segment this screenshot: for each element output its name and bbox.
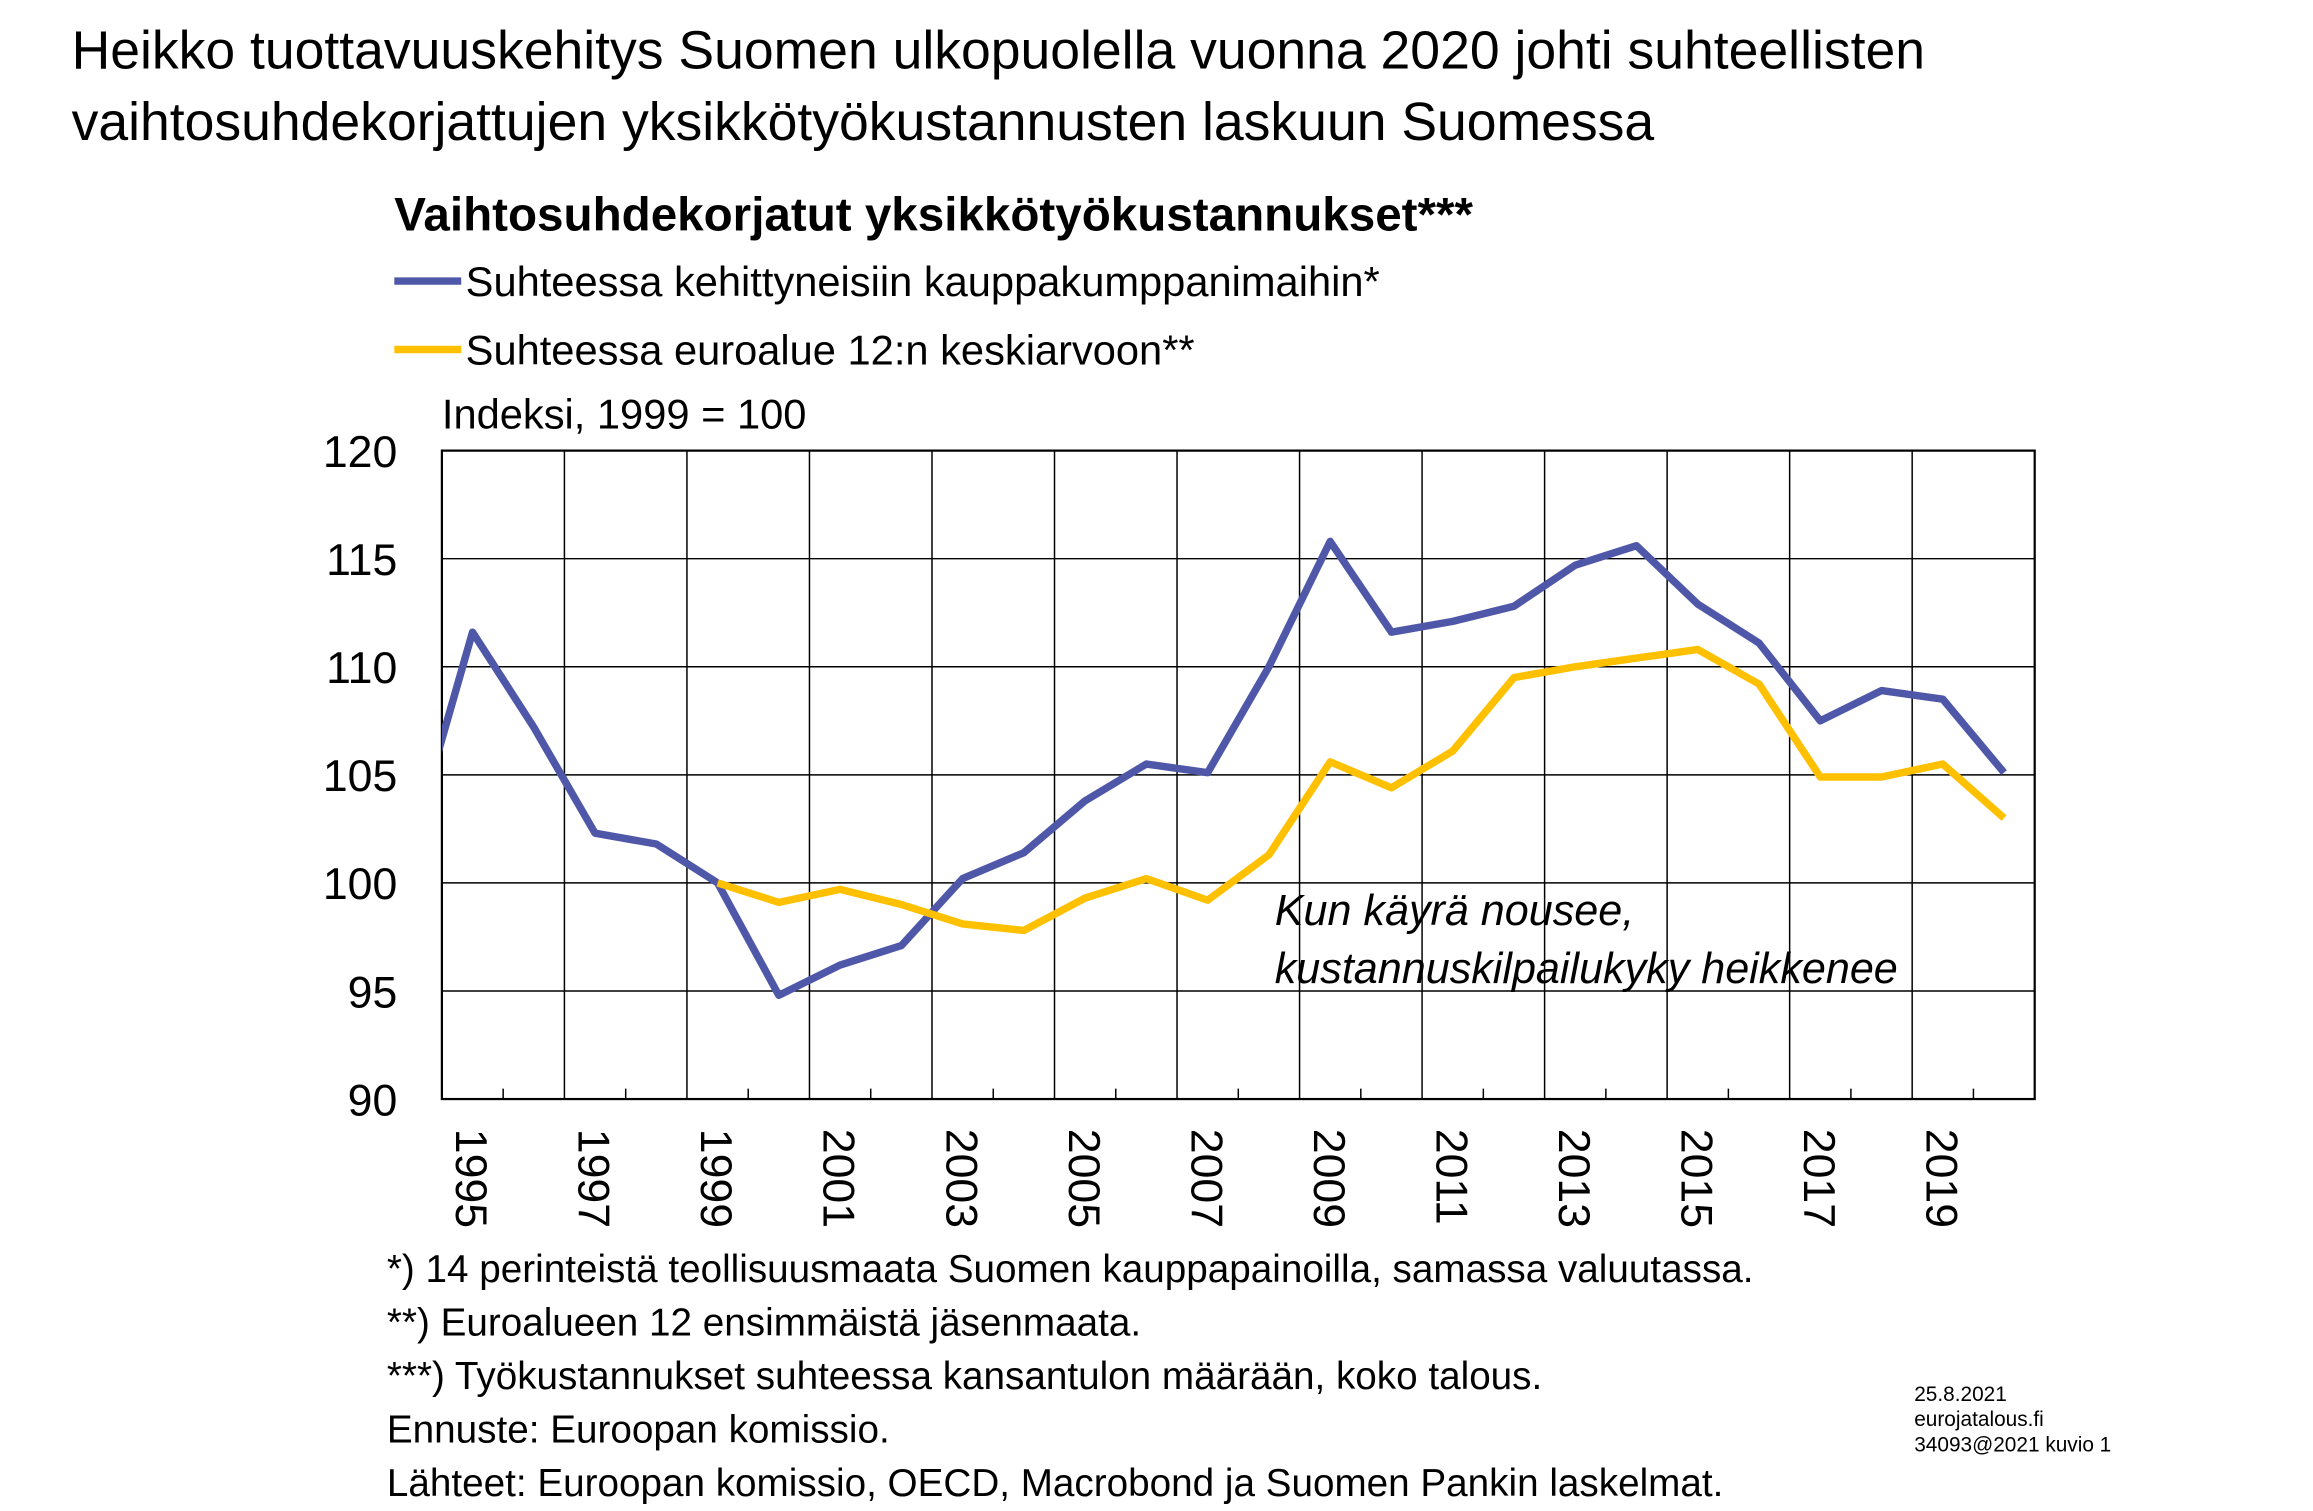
footnote: **) Euroalueen 12 ensimmäistä jäsenmaata… — [387, 1302, 1141, 1345]
y-tick-label: 120 — [323, 428, 397, 477]
y-tick-label: 100 — [323, 860, 397, 909]
plot-frame — [440, 449, 2036, 1101]
x-tick-label: 2005 — [1059, 1129, 1108, 1228]
x-tick-label: 2013 — [1549, 1129, 1598, 1228]
x-tick-label: 2015 — [1671, 1129, 1720, 1228]
data-line — [716, 645, 2007, 935]
y-axis-label: Indeksi, 1999 = 100 — [442, 390, 807, 437]
y-tick-label: 115 — [326, 536, 397, 585]
stamp: eurojatalous.fi — [1914, 1408, 2044, 1431]
footnote: ***) Työkustannukset suhteessa kansantul… — [387, 1355, 1542, 1398]
x-tick-label: 1997 — [569, 1129, 618, 1228]
chart-title: Heikko tuottavuuskehitys Suomen ulkopuol… — [72, 21, 1925, 151]
subtitle: Vaihtosuhdekorjatut yksikkötyökustannuks… — [394, 189, 1473, 242]
x-tick-label: 2017 — [1794, 1129, 1843, 1228]
annotation: kustannuskilpailukyky heikkenee — [1275, 945, 1898, 993]
title-line: Heikko tuottavuuskehitys Suomen ulkopuol… — [72, 21, 1925, 80]
y-tick-label: 110 — [326, 644, 397, 693]
y-tick-label: 95 — [348, 968, 398, 1017]
y-tick-label: 90 — [348, 1076, 398, 1125]
legend-label: Suhteessa kehittyneisiin kauppakumppanim… — [466, 258, 1380, 305]
footnote: Lähteet: Euroopan komissio, OECD, Macrob… — [387, 1462, 1723, 1505]
legend-label: Suhteessa euroalue 12:n keskiarvoon** — [466, 326, 1195, 373]
title-line: vaihtosuhdekorjattujen yksikkötyökustann… — [72, 93, 1655, 152]
data-line — [441, 537, 2007, 1000]
annotation: Kun käyrä nousee, — [1275, 887, 1634, 935]
plot-area — [441, 537, 2007, 1000]
x-tick-label: 2003 — [936, 1129, 985, 1228]
x-tick-label: 2007 — [1181, 1129, 1230, 1228]
footnote: *) 14 perinteistä teollisuusmaata Suomen… — [387, 1248, 1754, 1291]
x-tick-label: 1995 — [446, 1129, 495, 1228]
x-tick-label: 2001 — [814, 1129, 863, 1228]
x-tick-label: 2011 — [1426, 1129, 1475, 1225]
x-tick-label: 2009 — [1304, 1129, 1353, 1228]
stamp: 25.8.2021 — [1914, 1383, 2007, 1406]
footnote: Ennuste: Euroopan komissio. — [387, 1409, 890, 1452]
stamp: 34093@2021 kuvio 1 — [1914, 1434, 2111, 1457]
x-tick-label: 1999 — [691, 1129, 740, 1228]
y-tick-label: 105 — [323, 752, 397, 801]
x-tick-label: 2019 — [1916, 1129, 1965, 1228]
